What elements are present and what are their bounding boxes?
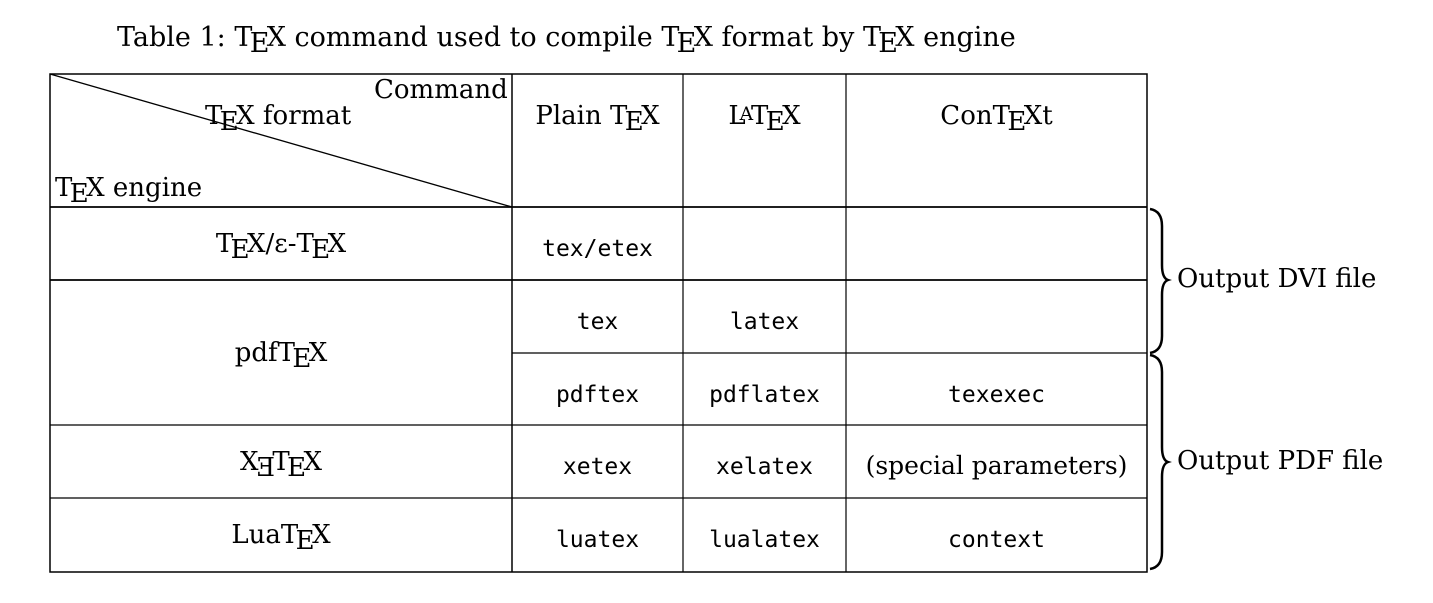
column-header-context: ConTEXt	[846, 101, 1147, 137]
xetex-logo: XETEX	[240, 447, 322, 483]
tex-logo: TEX	[205, 101, 255, 137]
tex-logo: TEX	[296, 229, 347, 265]
corner-command-label: Command	[374, 75, 508, 105]
caption-prefix: Table 1:	[117, 22, 235, 53]
table-border	[49, 73, 1148, 573]
row-header-luatex: LuaTEX	[50, 520, 512, 556]
row-header-tex-etex: TEX/ε-TEX	[50, 229, 512, 265]
cell-pdftex-pdf-latex: pdflatex	[709, 382, 820, 408]
corner-diagonal	[49, 73, 513, 208]
column-header-plain-tex: Plain TEX	[512, 101, 683, 137]
output-dvi-label: Output DVI file	[1177, 264, 1377, 294]
cell-luatex-latex: lualatex	[709, 527, 820, 553]
cell-pdftex-pdf-context: texexec	[948, 382, 1045, 408]
corner-engine-label: TEX engine	[55, 173, 203, 209]
tex-logo: TEX	[277, 338, 328, 374]
caption-suffix: engine	[914, 22, 1016, 53]
row-header-separator: /ε-	[265, 229, 297, 259]
corner-format-text: format	[254, 101, 352, 131]
cell-xetex-plain: xetex	[562, 454, 633, 480]
cell-luatex-plain: luatex	[555, 527, 640, 553]
row-header-prefix: pdf	[234, 338, 278, 368]
cell-xetex-context: (special parameters)	[865, 451, 1128, 480]
cell-xetex-latex: xelatex	[716, 454, 813, 480]
row-header-prefix: Lua	[231, 520, 281, 550]
corner-engine-text: engine	[104, 173, 203, 203]
cell-luatex-context: context	[948, 527, 1045, 553]
tex-logo: TEX	[215, 229, 266, 265]
table-caption: Table 1: TEX command used to compile TEX…	[117, 22, 1016, 59]
row-header-xetex: XETEX	[50, 447, 512, 483]
cell-tex-etex-plain: tex/etex	[542, 236, 653, 262]
cell-pdftex-dvi-latex: latex	[729, 309, 800, 335]
column-header-latex: LATEX	[683, 101, 846, 137]
cell-pdftex-dvi-plain: tex	[576, 309, 619, 335]
tex-logo: TEX	[862, 22, 915, 59]
output-pdf-label: Output PDF file	[1177, 446, 1384, 476]
dvi-brace	[1149, 207, 1172, 355]
caption-mid2: format by	[712, 22, 863, 53]
pdf-brace	[1149, 353, 1172, 571]
corner-format-label: TEX format	[205, 101, 352, 137]
row-header-pdftex: pdfTEX	[50, 338, 512, 374]
tex-logo: TEX	[234, 22, 286, 59]
context-logo: ConTEXt	[940, 101, 1053, 137]
cell-pdftex-pdf-plain: pdftex	[555, 382, 640, 408]
tex-logo: TEX	[661, 22, 713, 59]
tex-logo: TEX	[609, 101, 660, 137]
latex-logo: LATEX	[728, 101, 801, 137]
tex-logo: TEX	[55, 173, 105, 209]
column-header-plain-text: Plain	[535, 101, 602, 131]
caption-mid1: command used to compile	[285, 22, 662, 53]
tex-logo: TEX	[280, 520, 331, 556]
